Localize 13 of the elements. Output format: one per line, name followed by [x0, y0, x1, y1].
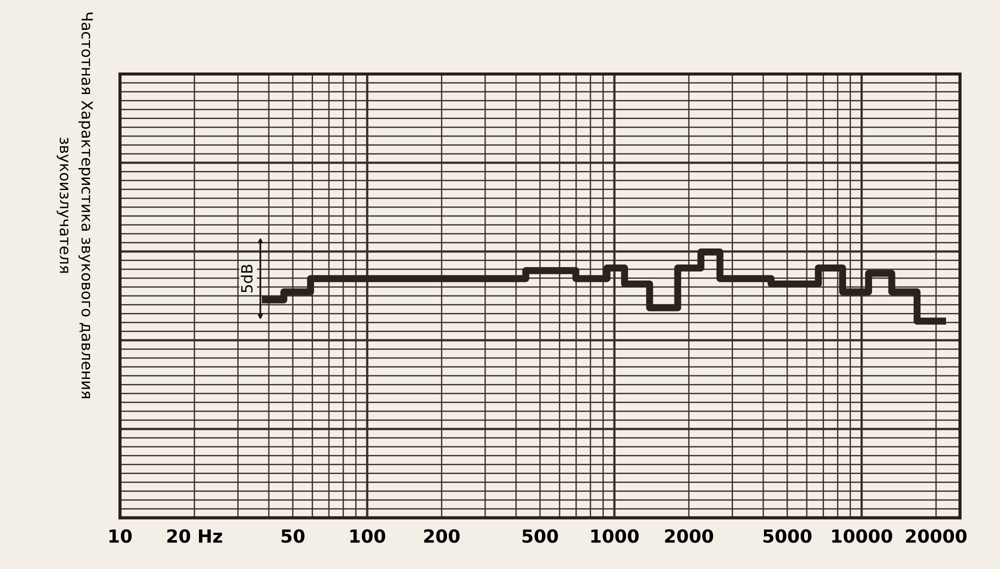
chart-title: Частотная Характеристика звукового давления звукоизлучателя: [56, 12, 93, 398]
x-tick-label: 200: [424, 529, 460, 543]
x-tick-label: 10: [109, 529, 132, 543]
x-tick-label: 10000: [832, 529, 892, 543]
x-tick-label: 50: [282, 529, 304, 543]
x-tick-label: 20000: [906, 529, 967, 543]
x-tick-label: 500: [522, 529, 558, 543]
x-tick-label: 100: [350, 529, 386, 543]
x-tick-label: 2000: [665, 529, 714, 543]
x-tick-label: 5000: [763, 529, 812, 543]
x-tick-label: 20 Hz: [167, 529, 222, 543]
annotation: 5dB: [240, 264, 253, 292]
x-tick-label: 1000: [591, 529, 639, 543]
